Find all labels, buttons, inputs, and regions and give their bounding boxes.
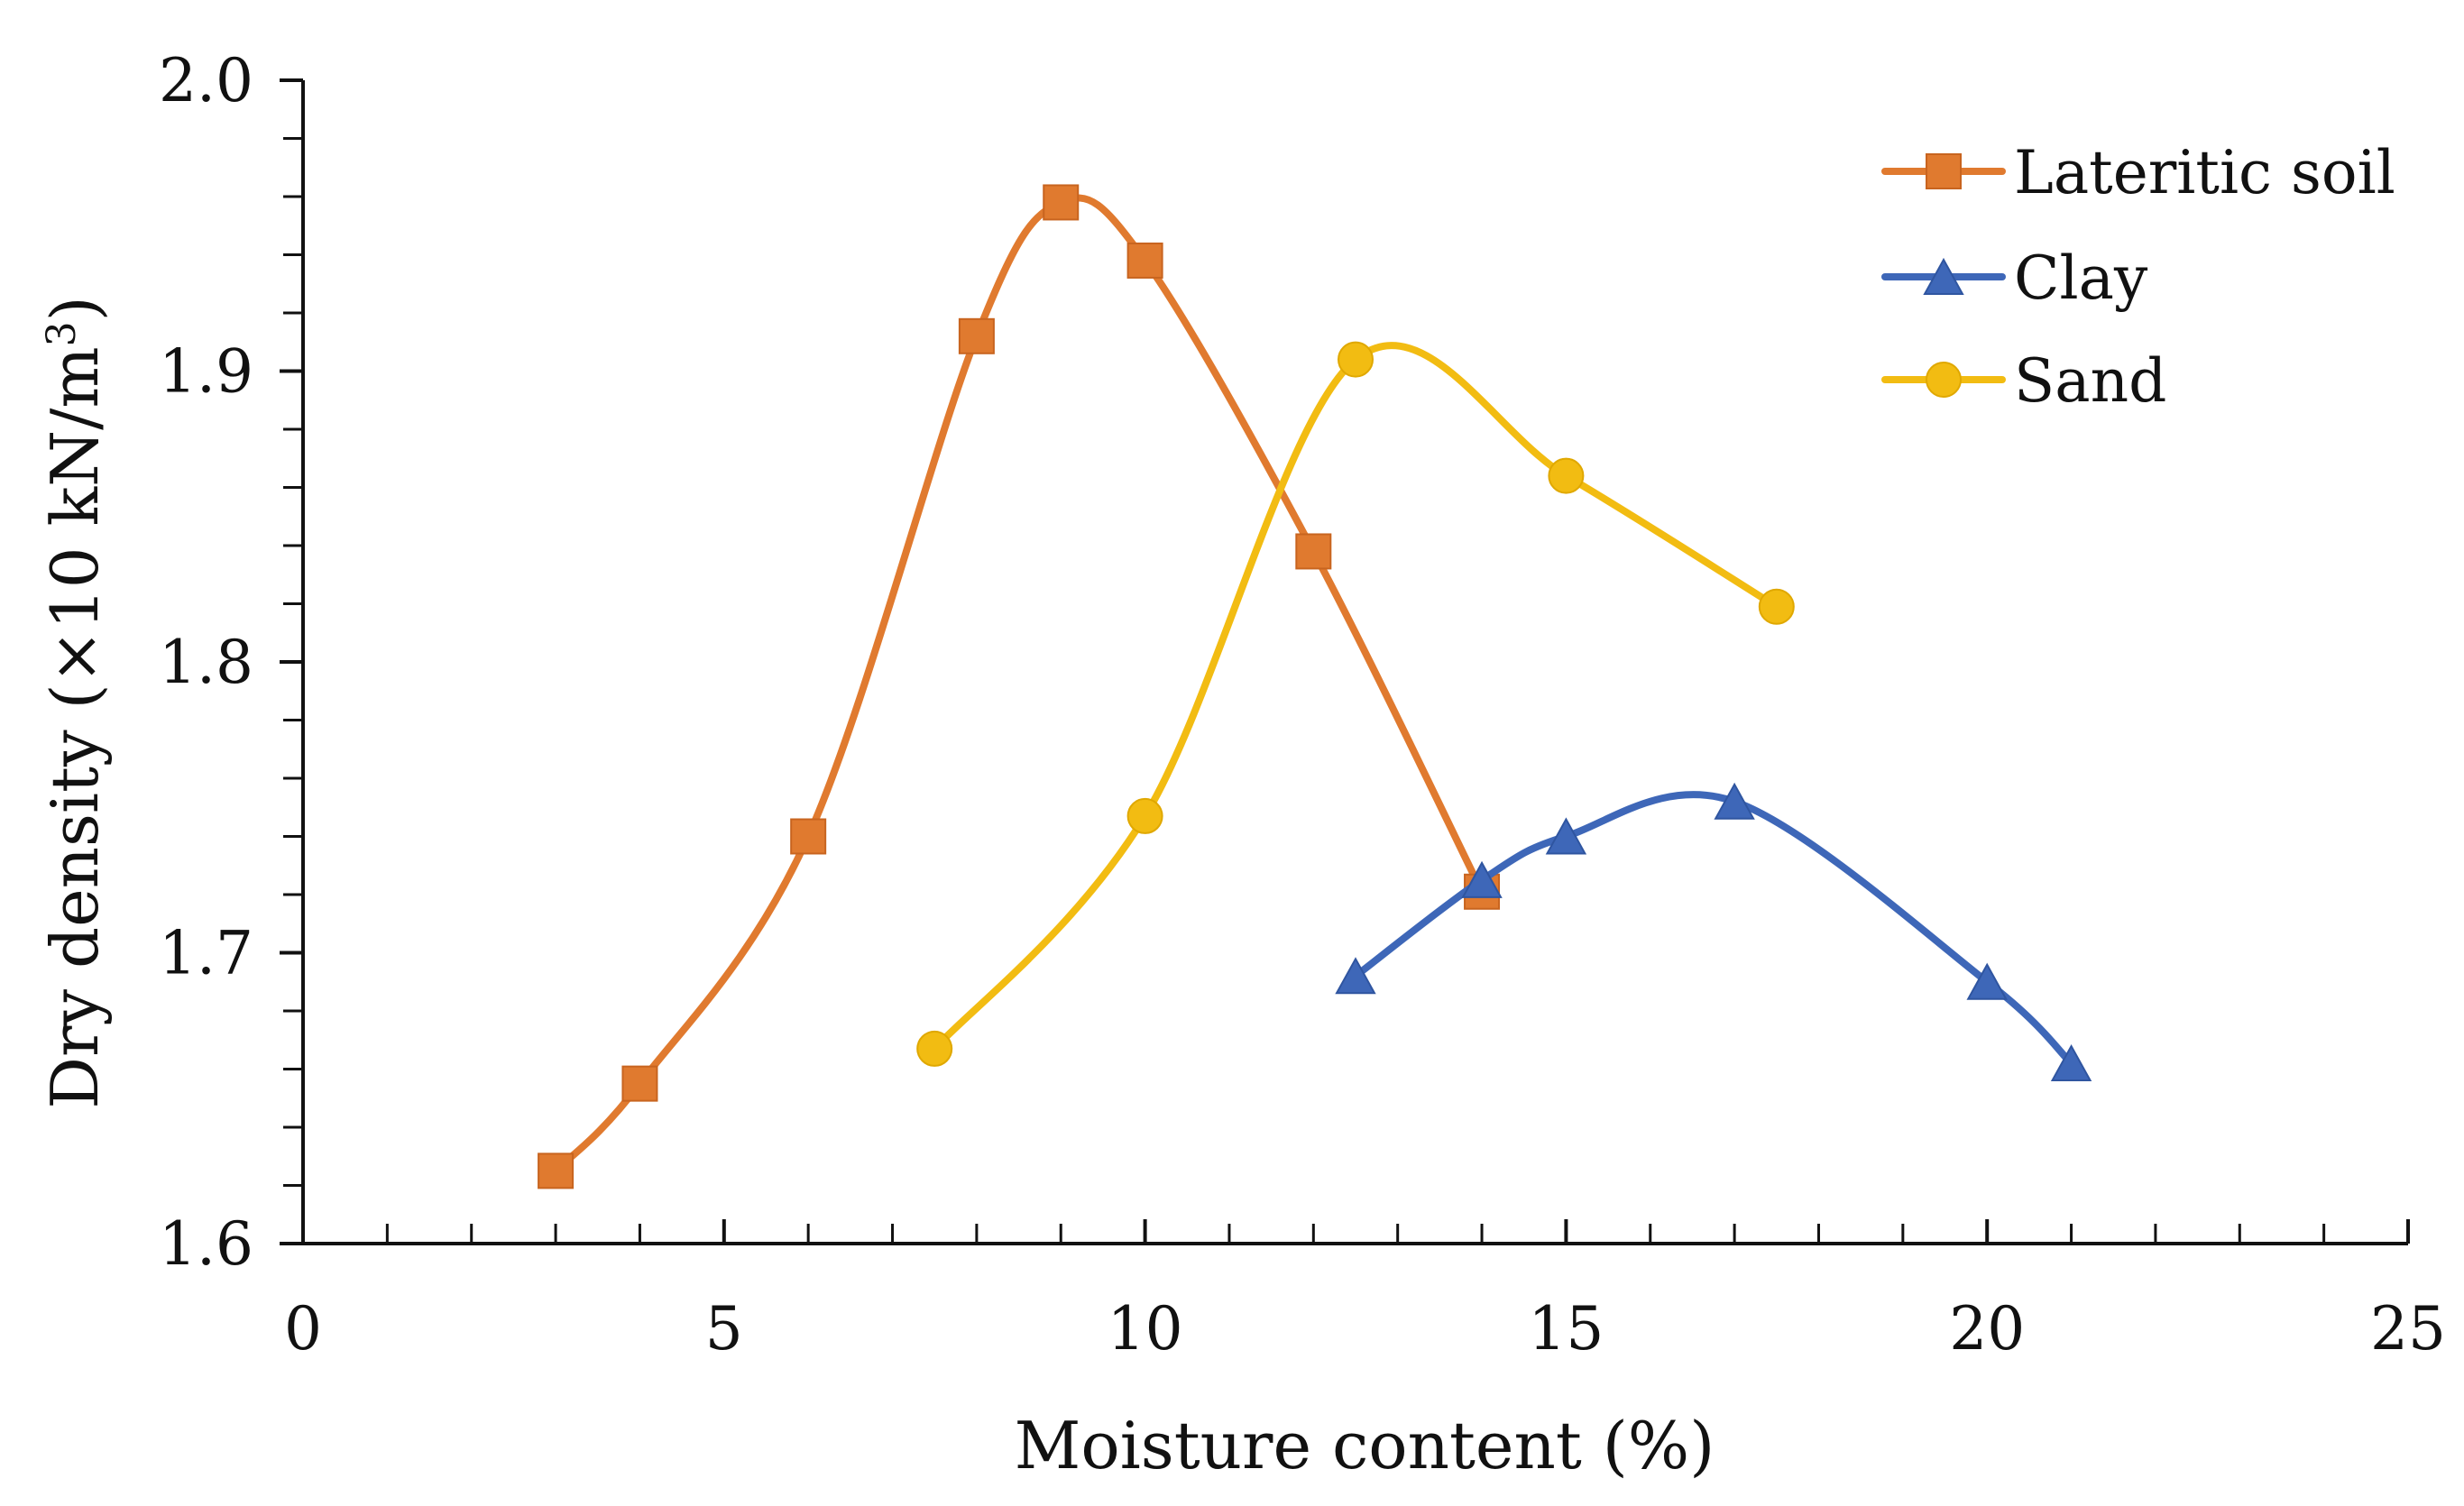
lateritic-soil-point-2 [621,1065,658,1102]
legend-marker-lateritic-soil [1926,153,1962,189]
series-line-sand [931,342,1780,1052]
clay-point-2 [1461,860,1503,898]
series-layer [538,184,2092,1189]
legend-item-lateritic-soil: Lateritic soil [1881,138,2395,207]
y-tick-label-1.6: 1.6 [159,1209,253,1279]
series-clay [1335,782,2092,1082]
clay-point-5 [1966,962,2008,1000]
y-tick-label-1.7: 1.7 [159,919,253,988]
legend-layer: Lateritic soil Clay Sand [1881,138,2395,416]
clay-point-1 [1335,957,1376,995]
sand-point-1 [916,1030,953,1067]
sand-point-5 [1758,588,1795,625]
x-tick-label-0: 0 [284,1294,322,1364]
series-sand [916,341,1795,1067]
legend-item-clay: Clay [1881,243,2148,313]
x-tick-label-10: 10 [1108,1294,1183,1364]
y-axis-title: Dry density (×10 kN/m3) [37,296,113,1108]
x-tick-label-25: 25 [2370,1294,2446,1364]
x-axis-title: Moisture content (%) [1015,1408,1715,1483]
legend-label-clay: Clay [2014,243,2148,313]
y-tick-label-1.9: 1.9 [159,337,253,407]
legend-marker-clay [1923,257,1964,295]
lateritic-soil-point-7 [1295,533,1332,570]
legend-label-sand: Sand [2014,346,2166,416]
x-tick-label-20: 20 [1949,1294,2025,1364]
lateritic-soil-point-5 [1043,184,1080,221]
ticks-layer [280,78,2410,1245]
lateritic-soil-point-4 [958,317,995,354]
legend-marker-sand [1926,362,1962,398]
legend-label-lateritic-soil: Lateritic soil [2014,138,2395,207]
sand-point-4 [1548,457,1585,494]
lateritic-soil-point-1 [538,1152,575,1189]
sand-point-3 [1338,341,1374,378]
y-axis-title-superscript: 3 [39,321,85,346]
y-axis-title-main: Dry density (×10 kN/m [37,346,113,1108]
series-lateritic-soil [538,184,1501,1189]
y-axis-title-suffix: ) [37,296,113,321]
clay-point-3 [1545,817,1587,855]
series-line-clay [1352,791,2075,1068]
lateritic-soil-point-3 [790,818,827,855]
legend-item-sand: Sand [1881,346,2166,416]
x-tick-label-15: 15 [1528,1294,1604,1364]
series-line-lateritic-soil [552,194,1486,1175]
y-tick-label-2.0: 2.0 [159,46,253,115]
lateritic-soil-point-6 [1126,242,1163,279]
clay-point-6 [2050,1043,2092,1082]
clay-point-4 [1714,782,1755,820]
labels-layer: 0 5 10 15 20 25 1.6 1.7 1.8 1.9 2.0 Moisture conten… [37,46,2446,1483]
sand-point-2 [1126,797,1163,834]
x-tick-label-5: 5 [705,1294,743,1364]
y-tick-label-1.8: 1.8 [159,628,253,697]
